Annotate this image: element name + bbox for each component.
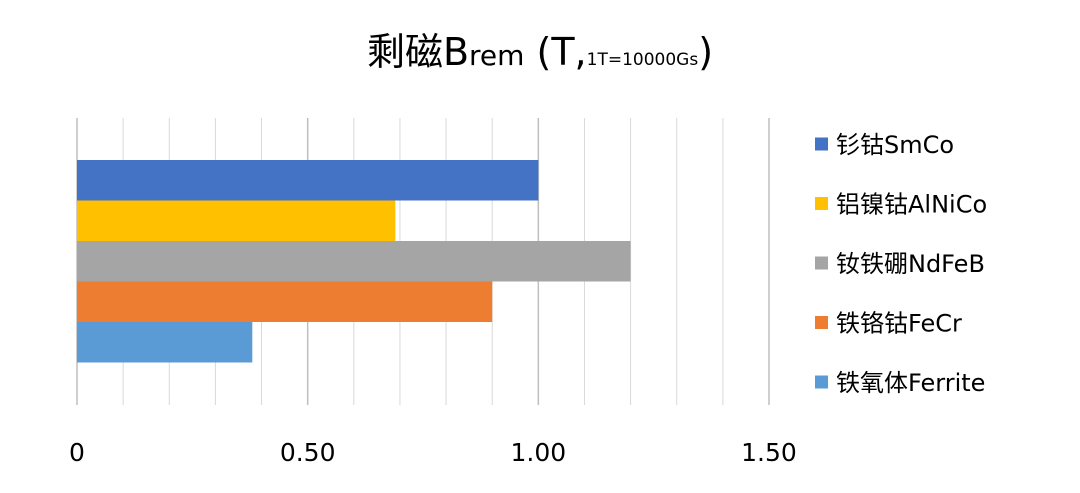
legend-swatch	[815, 256, 828, 270]
legend-swatch	[815, 375, 828, 389]
legend-item: 钐钴SmCo	[815, 131, 954, 159]
chart-title-unit-open: (T,	[524, 30, 587, 74]
legend-swatch	[815, 197, 828, 210]
legend-item: 铁氧体Ferrite	[815, 369, 985, 397]
bar-3	[77, 241, 631, 282]
chart-title-unit-note: 1T=10000Gs	[586, 50, 699, 70]
legend-label: 铁氧体Ferrite	[836, 369, 985, 397]
x-tick-label: 0	[69, 438, 85, 467]
legend-item: 钕铁硼NdFeB	[815, 250, 985, 278]
x-tick-label: 0.50	[280, 438, 336, 467]
chart-legend: 钐钴SmCo 铝镍钴AlNiCo 钕铁硼NdFeB 铁铬钴FeCr 铁氧体Ferrite	[815, 131, 987, 397]
legend-swatch	[815, 316, 828, 329]
chart-title-main: 剩磁B	[366, 30, 470, 74]
bar-1	[77, 160, 539, 201]
legend-label: 铁铬钴FeCr	[836, 310, 962, 338]
chart-title: 剩磁Brem (T,1T=10000Gs)	[0, 22, 1080, 90]
legend-item: 铁铬钴FeCr	[815, 310, 962, 338]
chart-title-unit-close: )	[698, 30, 714, 74]
legend-label: 钐钴SmCo	[836, 131, 954, 159]
chart-title-subscript: rem	[469, 39, 525, 72]
x-tick-label: 1.00	[510, 438, 566, 467]
bar-2	[77, 200, 396, 241]
bar-5	[77, 322, 253, 363]
x-axis-tick-labels: 0 0.50 1.00 1.50	[69, 438, 797, 467]
legend-swatch	[815, 137, 828, 151]
x-tick-label: 1.50	[741, 438, 797, 467]
bar-4	[77, 281, 493, 322]
chart-bars	[77, 160, 631, 363]
legend-label: 钕铁硼NdFeB	[836, 250, 985, 278]
legend-label: 铝镍钴AlNiCo	[836, 191, 987, 219]
legend-item: 铝镍钴AlNiCo	[815, 191, 987, 219]
